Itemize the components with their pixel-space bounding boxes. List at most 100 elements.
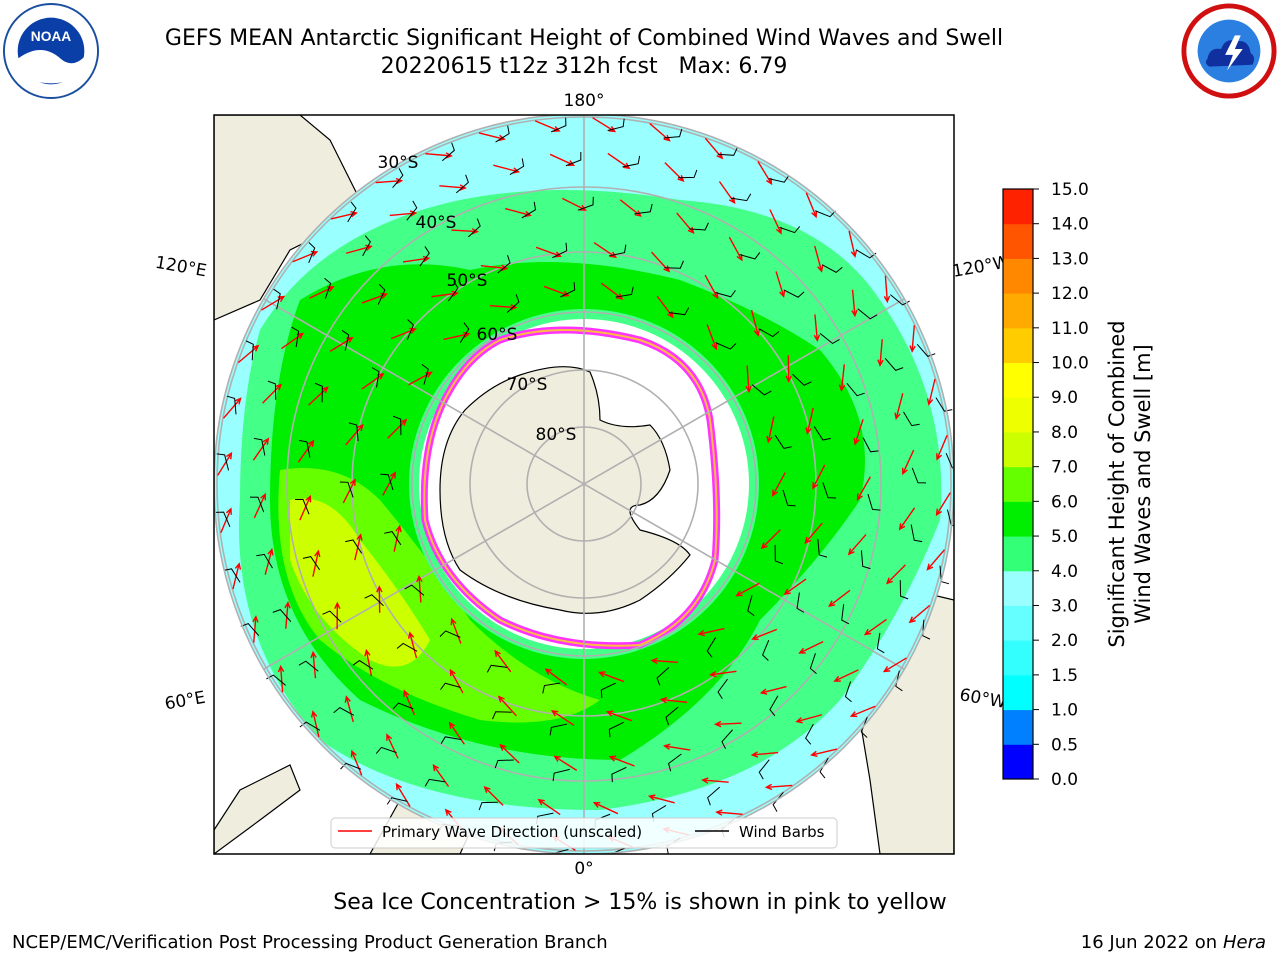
wind-barb [340, 762, 362, 770]
wave-direction-arrow [697, 627, 725, 637]
wave-direction-arrow [432, 763, 450, 787]
wave-direction-arrow [882, 657, 907, 673]
wave-direction-arrow [783, 578, 807, 596]
wave-direction-arrow [759, 685, 787, 695]
wind-barb [663, 128, 683, 139]
wave-direction-arrow [217, 451, 233, 476]
wind-barb [552, 768, 570, 782]
wind-barb [404, 584, 425, 596]
wind-barb [747, 595, 755, 617]
wind-barb [813, 426, 831, 441]
wind-barb [758, 328, 780, 338]
colorbar-tick-label: 5.0 [1051, 527, 1078, 547]
wind-barb [521, 201, 537, 219]
wind-barb [377, 283, 386, 305]
colorbar-band [1003, 362, 1033, 398]
wind-barb [267, 380, 277, 400]
chart-title: GEFS MEAN Antarctic Significant Height o… [164, 26, 1004, 51]
wind-barb [345, 539, 363, 554]
wind-barb [717, 147, 738, 156]
noaa-logo-icon: NOAA [2, 2, 100, 100]
colorbar-tick-label: 1.5 [1051, 666, 1078, 686]
wind-barb [819, 333, 840, 345]
wave-direction-arrow [735, 582, 760, 597]
wave-direction-arrow [549, 153, 576, 167]
wave-direction-arrow [505, 207, 532, 218]
wave-direction-arrow [662, 743, 691, 751]
wave-direction-arrow [745, 365, 752, 394]
wind-barb [448, 281, 459, 302]
wave-direction-arrow [223, 397, 242, 419]
wave-direction-arrow [856, 476, 871, 501]
wave-direction-arrow [450, 617, 462, 644]
wind-barb [348, 422, 359, 442]
wind-barb [772, 792, 784, 812]
wind-barb [550, 117, 567, 133]
colorbar-band [1003, 466, 1033, 502]
wind-barb [911, 467, 927, 484]
lat-label-80: 80°S [536, 425, 577, 445]
wave-direction-arrow [220, 507, 232, 534]
wave-direction-arrow [833, 669, 859, 682]
wind-barb [375, 746, 397, 754]
wind-barb [560, 282, 576, 298]
lon-label-upper-left: 120°E [154, 253, 208, 282]
wave-direction-arrow [709, 670, 737, 678]
colorbar-tick-label: 4.0 [1051, 562, 1078, 582]
wind-barb [876, 632, 885, 654]
wind-barb [846, 383, 865, 397]
wave-direction-arrow [262, 383, 283, 404]
nws-logo-icon [1181, 3, 1277, 99]
colorbar-tick-label: 9.0 [1051, 388, 1078, 408]
wave-direction-arrow [281, 332, 305, 350]
wind-barb [774, 434, 792, 449]
wave-direction-arrow [277, 664, 285, 693]
wave-direction-arrow [760, 529, 781, 550]
colorbar-band [1003, 189, 1033, 225]
wind-barb [459, 322, 470, 343]
wave-direction-arrow [252, 437, 270, 461]
wave-direction-arrow [407, 631, 418, 659]
lon-label-bottom: 0° [574, 859, 593, 879]
wave-direction-arrow [334, 601, 341, 630]
lat-label-70: 70°S [507, 375, 548, 395]
wave-direction-arrow [838, 364, 846, 392]
wind-barb [380, 473, 394, 491]
wind-barb [656, 667, 670, 686]
wind-barb [890, 294, 910, 306]
wave-direction-arrow [771, 472, 786, 497]
wave-direction-arrow [550, 709, 575, 726]
lat-label-50: 50°S [447, 271, 488, 291]
wave-direction-arrow [402, 255, 431, 263]
wave-direction-arrow [764, 783, 793, 791]
wind-barb [608, 721, 624, 738]
wave-direction-arrow [497, 695, 517, 717]
colorbar-tick-label: 0.5 [1051, 735, 1078, 755]
wind-barb [298, 439, 311, 458]
wave-direction-arrow [894, 393, 904, 421]
colorbar-band [1003, 640, 1033, 676]
wave-direction-arrow [877, 339, 884, 367]
wave-direction-arrow [350, 749, 363, 776]
colorbar-band [1003, 501, 1033, 537]
wave-direction-arrow [766, 416, 775, 444]
wave-direction-arrow [297, 439, 315, 463]
lon-label-lower-right: 60°W [958, 685, 1008, 713]
wind-barb [455, 174, 469, 194]
host-text: Hera [1222, 932, 1266, 953]
wave-direction-arrow [795, 714, 823, 724]
wind-barb [371, 367, 380, 388]
wave-direction-arrow [284, 601, 291, 629]
wind-barb [299, 721, 321, 731]
wave-direction-arrow [757, 161, 773, 186]
colorbar-band [1003, 431, 1033, 468]
wind-barb [715, 290, 736, 298]
wave-direction-arrow [769, 209, 782, 235]
wave-direction-arrow [494, 649, 512, 673]
wind-barb [814, 210, 836, 218]
wave-direction-arrow [361, 372, 385, 390]
wind-barb [664, 260, 684, 269]
wave-direction-arrow [804, 522, 823, 545]
wind-barb [689, 222, 709, 231]
colorbar-band [1003, 258, 1033, 294]
